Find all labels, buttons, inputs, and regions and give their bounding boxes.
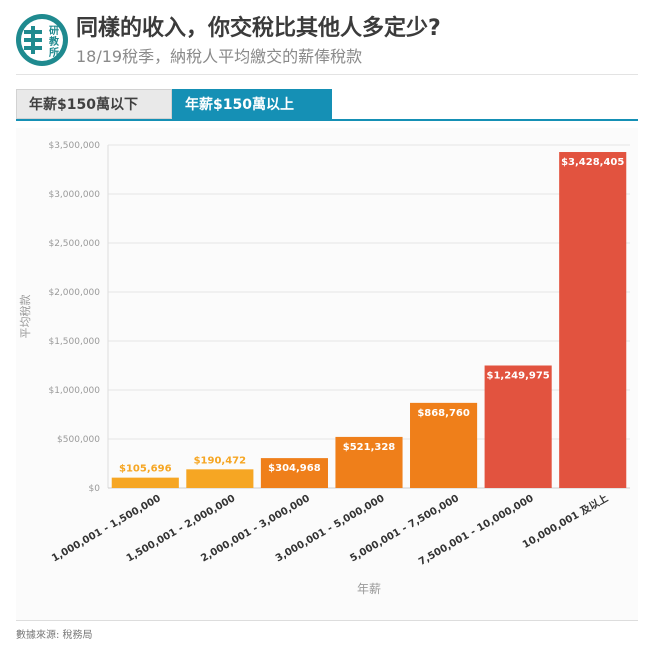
data-label: $868,760 bbox=[417, 408, 470, 419]
data-label: $190,472 bbox=[194, 455, 247, 466]
bar bbox=[186, 469, 254, 488]
x-axis-title: 年薪 bbox=[357, 582, 381, 596]
data-source: 數據來源: 稅務局 bbox=[16, 630, 93, 641]
logo-char-1: 研 bbox=[49, 25, 59, 37]
y-axis-title: 平均稅款 bbox=[18, 295, 32, 339]
logo-char-2: 教 bbox=[48, 35, 60, 48]
bar bbox=[410, 402, 478, 488]
bar bbox=[260, 458, 328, 488]
logo-icon: 研 教 所 bbox=[16, 14, 68, 66]
y-tick-label: $3,000,000 bbox=[48, 190, 100, 200]
tab-underline bbox=[16, 119, 638, 121]
y-tick-label: $2,500,000 bbox=[48, 239, 100, 249]
data-label: $3,428,405 bbox=[561, 157, 624, 168]
bar-chart: $0 $500,000 $1,000,000 $1,500,000 $2,000,000… bbox=[18, 141, 630, 596]
tab-above-150k[interactable]: 年薪$150萬以上 bbox=[172, 89, 332, 119]
logo-char-3: 所 bbox=[49, 46, 59, 59]
bar bbox=[111, 477, 179, 488]
y-tick-label: $3,500,000 bbox=[48, 141, 100, 151]
page-title: 同樣的收入，你交稅比其他人多定少? bbox=[76, 16, 441, 41]
y-tick-label: $500,000 bbox=[57, 435, 100, 445]
tab-below-150k[interactable]: 年薪$150萬以下 bbox=[16, 89, 172, 119]
bar bbox=[335, 436, 403, 488]
data-label: $521,328 bbox=[343, 442, 396, 453]
bar bbox=[484, 365, 552, 488]
footer-divider bbox=[16, 620, 638, 621]
data-label: $105,696 bbox=[119, 464, 172, 475]
page-subtitle: 18/19稅季，納稅人平均繳交的薪俸稅款 bbox=[76, 47, 363, 66]
header-divider bbox=[16, 74, 638, 75]
data-label: $1,249,975 bbox=[487, 371, 550, 382]
y-tick-label: $1,000,000 bbox=[48, 386, 100, 396]
y-tick-label: $1,500,000 bbox=[48, 337, 100, 347]
y-tick-label: $2,000,000 bbox=[48, 288, 100, 298]
y-tick-label: $0 bbox=[89, 484, 101, 494]
data-label: $304,968 bbox=[268, 463, 321, 474]
bar bbox=[559, 152, 627, 489]
